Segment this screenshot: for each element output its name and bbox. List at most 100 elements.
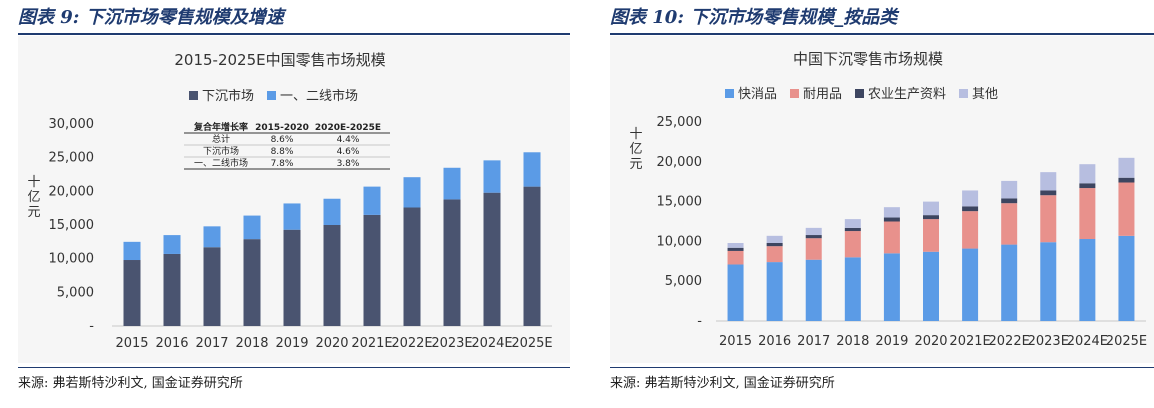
bar-segment <box>163 253 181 326</box>
y-axis-label: 元 <box>27 205 40 220</box>
legend-swatch <box>267 91 276 100</box>
x-tick-label: 2025E <box>1106 334 1147 349</box>
bar-segment <box>483 160 501 193</box>
bar-segment <box>323 225 341 326</box>
bar-segment <box>883 217 900 222</box>
x-tick-label: 2020 <box>914 334 947 349</box>
bar-segment <box>403 207 421 326</box>
legend-swatch <box>790 89 799 98</box>
bar-segment <box>727 250 744 265</box>
title-rule <box>610 33 1154 35</box>
bar-segment <box>962 206 979 212</box>
bar-segment <box>1118 177 1135 183</box>
figure-10: 图表 10: 下沉市场零售规模_按品类 中国下沉零售市场规模 快消品 耐用品 农业生产… <box>592 0 1154 408</box>
bar-segment <box>805 238 822 260</box>
chart-area: 中国下沉零售市场规模 快消品 耐用品 农业生产资料 其他十亿元 - 5,000 10,000 1… <box>610 36 1154 363</box>
y-tick-label: 5,000 <box>57 285 94 300</box>
legend-label: 其他 <box>972 87 998 102</box>
bar-segment <box>883 207 900 218</box>
source-note: 来源: 弗若斯特沙利文, 国金证券研究所 <box>18 376 243 391</box>
y-tick-label: 30,000 <box>49 117 95 132</box>
source-note: 来源: 弗若斯特沙利文, 国金证券研究所 <box>610 376 835 391</box>
x-tick-label: 2019 <box>875 334 908 349</box>
x-tick-label: 2017 <box>195 336 228 351</box>
y-tick-label: 15,000 <box>49 218 95 233</box>
bar-segment <box>1040 242 1057 321</box>
bar-segment <box>363 186 381 215</box>
bar-segment <box>123 260 141 326</box>
bar-segment <box>1001 203 1018 245</box>
legend-label: 耐用品 <box>803 87 842 102</box>
bar-segment <box>283 203 301 230</box>
figure-title: 图表 9: 下沉市场零售规模及增速 <box>18 7 284 28</box>
x-tick-label: 2019 <box>275 336 308 351</box>
table-header: 复合年增长率 <box>193 121 248 133</box>
bar-segment <box>923 215 939 220</box>
x-tick-label: 2022E <box>391 336 432 351</box>
legend-swatch <box>189 91 198 100</box>
bar-segment <box>1040 190 1057 196</box>
legend-label: 农业生产资料 <box>868 87 946 102</box>
table-cell: 8.6% <box>271 135 294 145</box>
x-tick-label: 2020 <box>315 336 348 351</box>
bar-segment <box>403 177 421 208</box>
bar-segment <box>1118 235 1135 321</box>
bar-segment <box>844 257 861 321</box>
y-tick-label: 10,000 <box>657 234 703 249</box>
y-tick-label: 20,000 <box>49 184 95 199</box>
legend-label: 一、二线市场 <box>280 88 358 104</box>
bar-segment <box>523 152 541 187</box>
bar-segment <box>805 259 822 321</box>
bar-segment <box>323 198 341 225</box>
source-rule <box>610 367 1154 368</box>
x-tick-label: 2015 <box>719 334 752 349</box>
bar-segment <box>962 190 979 207</box>
bar-segment <box>962 211 979 249</box>
bar-segment <box>766 242 783 247</box>
table-cell: 8.8% <box>271 147 294 157</box>
bar-segment <box>243 239 261 326</box>
bar-segment <box>1118 157 1135 178</box>
y-axis-label: 亿 <box>27 190 40 205</box>
bar-segment <box>766 246 783 263</box>
table-cell: 下沉市场 <box>203 145 239 157</box>
figure-title: 图表 10: 下沉市场零售规模_按品类 <box>610 7 898 28</box>
bar-segment <box>844 231 861 258</box>
bar-segment <box>883 221 900 254</box>
bar-segment <box>1079 164 1096 184</box>
bar-segment <box>123 241 141 261</box>
bar-segment <box>203 247 221 326</box>
y-tick-label: - <box>697 314 702 329</box>
bar-segment <box>203 226 221 248</box>
x-tick-label: 2015 <box>115 336 148 351</box>
x-tick-label: 2016 <box>155 336 188 351</box>
y-tick-label: 15,000 <box>657 195 703 210</box>
table-cell: 7.8% <box>271 159 294 169</box>
bar-segment <box>883 253 900 321</box>
table-cell: 总计 <box>212 133 230 145</box>
chart-title: 中国下沉零售市场规模 <box>793 50 943 68</box>
bar-segment <box>844 227 861 232</box>
bar-segment <box>923 219 939 252</box>
bar-segment <box>844 219 861 228</box>
bar-segment <box>283 229 301 326</box>
table-header: 2015-2020 <box>255 123 309 133</box>
x-tick-label: 2018 <box>836 334 869 349</box>
bar-segment <box>243 215 261 240</box>
x-tick-label: 2022E <box>989 334 1030 349</box>
bar-segment <box>443 199 461 326</box>
x-tick-label: 2018 <box>235 336 268 351</box>
bar-segment <box>1079 183 1096 189</box>
y-axis-label: 亿 <box>629 142 642 157</box>
legend-swatch <box>725 89 734 98</box>
figure-9: 图表 9: 下沉市场零售规模及增速 2015-2025E中国零售市场规模 下沉市场… <box>0 0 570 408</box>
x-tick-label: 2021E <box>949 334 990 349</box>
title-rule <box>18 33 570 35</box>
x-tick-label: 2016 <box>758 334 791 349</box>
bar-segment <box>483 192 501 326</box>
bar-segment <box>1040 195 1057 243</box>
legend-label: 下沉市场 <box>202 88 254 104</box>
bar-segment <box>443 167 461 200</box>
